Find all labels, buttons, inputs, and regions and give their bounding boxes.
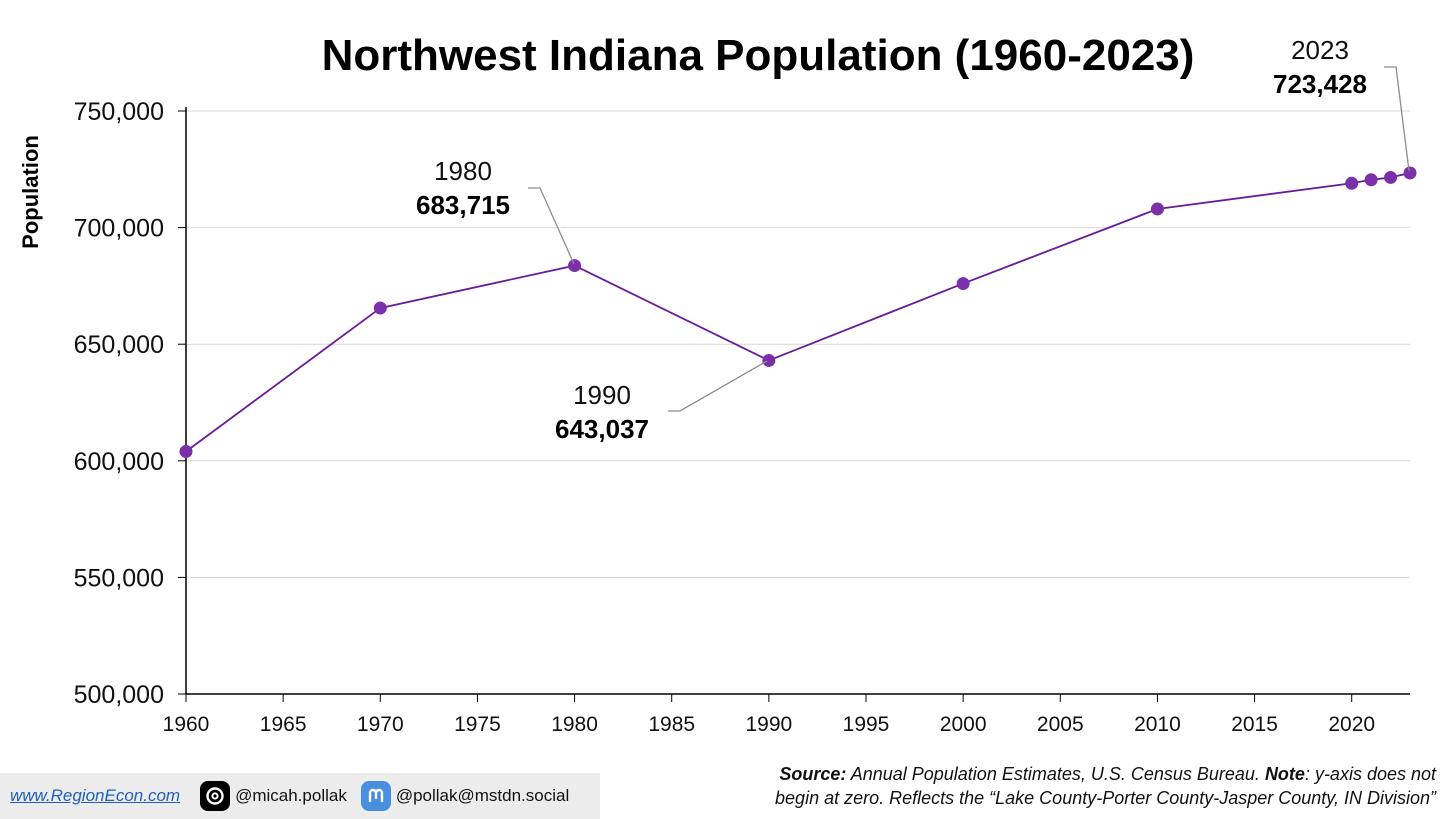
annotation-leader: [528, 187, 575, 265]
data-point: [179, 444, 193, 458]
series-line: [185, 172, 1411, 453]
y-tick-label: 750,000: [74, 98, 164, 126]
annotations: 1980 683,715 1990 643,037 2023 723,428: [416, 35, 1410, 444]
data-point: [1150, 202, 1164, 216]
y-tick-label: 700,000: [74, 215, 164, 243]
axes: [185, 107, 1410, 702]
footer-social-bar: www.RegionEcon.com @micah.pollak @pollak…: [0, 773, 600, 819]
population-line-chart: Northwest Indiana Population (1960-2023)…: [18, 31, 1417, 736]
y-tick-label: 550,000: [74, 564, 164, 592]
x-tick-label: 1990: [745, 713, 792, 736]
annotation-leader: [668, 360, 768, 412]
y-tick-labels: 500,000 550,000 600,000 650,000 700,000 750,0…: [74, 98, 164, 709]
annotation-value: 683,715: [416, 190, 510, 220]
x-tick-label: 1980: [551, 713, 598, 736]
data-point: [373, 301, 387, 315]
data-point: [568, 259, 582, 273]
chart-title: Northwest Indiana Population (1960-2023): [322, 31, 1195, 80]
threads-handle[interactable]: @micah.pollak: [235, 786, 347, 805]
data-point: [1364, 173, 1378, 187]
data-point: [1384, 170, 1398, 184]
x-tick-label: 1985: [648, 713, 695, 736]
data-point: [956, 277, 970, 291]
x-tick-label: 2000: [940, 713, 987, 736]
y-tick-label: 650,000: [74, 331, 164, 359]
x-tick-label: 1975: [454, 713, 501, 736]
x-tick-label: 1960: [163, 713, 210, 736]
data-point: [762, 353, 776, 367]
annotation-value: 643,037: [555, 414, 649, 444]
website-link[interactable]: www.RegionEcon.com: [10, 786, 181, 805]
x-tick-label: 2015: [1231, 713, 1278, 736]
x-tick-labels: 1960 1965 1970 1975 1980 1985 1990 1995 2000 2005…: [163, 713, 1375, 736]
data-point: [1345, 176, 1359, 190]
note-text: : y-axis does not: [1304, 764, 1436, 784]
annotation-value: 723,428: [1273, 69, 1367, 99]
x-tick-label: 2010: [1134, 713, 1181, 736]
gridlines: [178, 110, 1410, 695]
source-note: Source: Annual Population Estimates, U.S…: [646, 762, 1436, 810]
x-tick-label: 1995: [843, 713, 890, 736]
annotation-year: 2023: [1291, 35, 1349, 65]
source-line-1: Source: Annual Population Estimates, U.S…: [646, 762, 1436, 786]
source-line-2: begin at zero. Reflects the “Lake County…: [775, 788, 1436, 808]
mastodon-icon: [360, 781, 391, 811]
note-label: Note: [1264, 764, 1305, 784]
annotation-year: 1990: [573, 380, 631, 410]
y-tick-label: 500,000: [74, 681, 164, 709]
data-point: [1403, 166, 1417, 180]
source-label: Source:: [779, 764, 847, 784]
threads-icon: [200, 781, 231, 811]
source-text: Annual Population Estimates, U.S. Census…: [846, 764, 1265, 784]
y-axis-label: Population: [18, 135, 43, 249]
x-tick-label: 1965: [260, 713, 307, 736]
series-layer: [179, 166, 1417, 458]
x-tick-label: 2020: [1328, 713, 1375, 736]
mastodon-handle[interactable]: @pollak@mstdn.social: [395, 786, 570, 805]
y-tick-label: 600,000: [74, 448, 164, 476]
x-tick-label: 1970: [357, 713, 404, 736]
annotation-year: 1980: [434, 156, 492, 186]
x-tick-label: 2005: [1037, 713, 1084, 736]
annotation-leader: [1384, 66, 1410, 172]
